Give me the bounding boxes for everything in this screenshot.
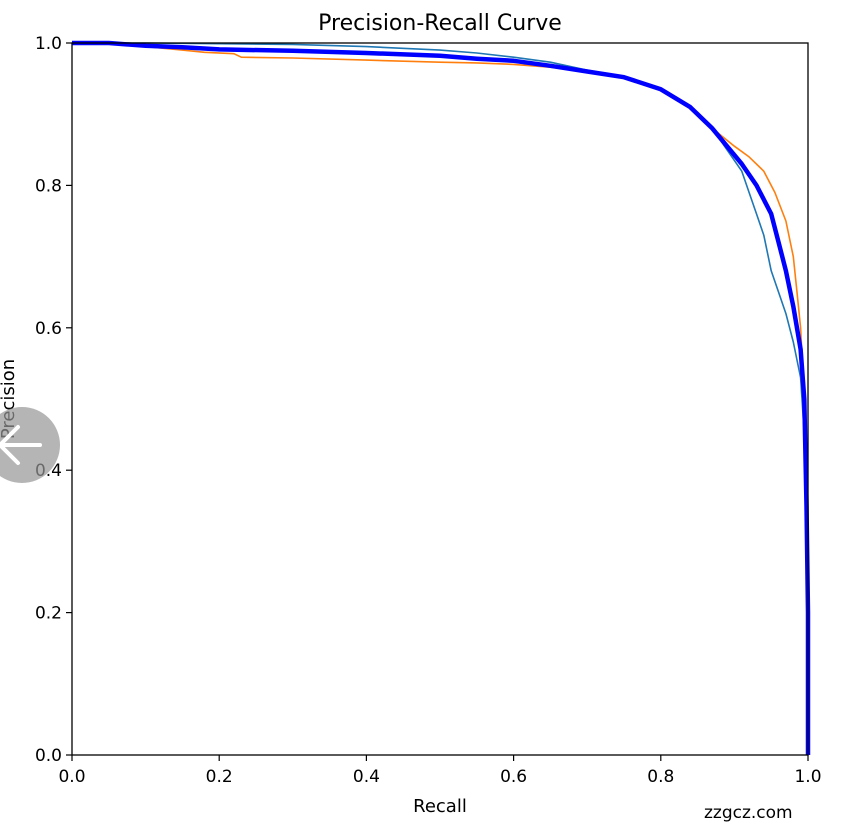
curves-layer (72, 40, 811, 756)
y-axis: 0.00.20.40.60.81.0 (35, 34, 72, 766)
x-tick-label: 0.8 (647, 767, 674, 787)
x-tick-label: 0.6 (500, 767, 527, 787)
pr-curve-3 (72, 40, 811, 755)
x-axis-label: Recall (413, 796, 467, 817)
x-tick-label: 0.0 (58, 767, 85, 787)
y-tick-label: 0.0 (35, 746, 62, 766)
x-tick-label: 0.4 (353, 767, 380, 787)
y-tick-label: 0.6 (35, 319, 62, 339)
watermark: zzgcz.com (704, 803, 793, 823)
y-tick-label: 0.8 (35, 176, 62, 196)
y-tick-label: 0.2 (35, 604, 62, 624)
arrow-left-icon (0, 425, 42, 465)
x-tick-label: 0.2 (206, 767, 233, 787)
pr-curve-2 (72, 42, 809, 756)
plot-frame (71, 42, 809, 756)
x-axis: 0.0 0.2 0.4 0.6 0.8 1.0 (58, 755, 822, 787)
chart-title: Precision-Recall Curve (318, 11, 562, 36)
y-tick-label: 1.0 (35, 34, 62, 54)
x-tick-label: 1.0 (794, 767, 821, 787)
pr-curve-1 (72, 42, 809, 756)
back-nav-button[interactable] (0, 407, 60, 483)
